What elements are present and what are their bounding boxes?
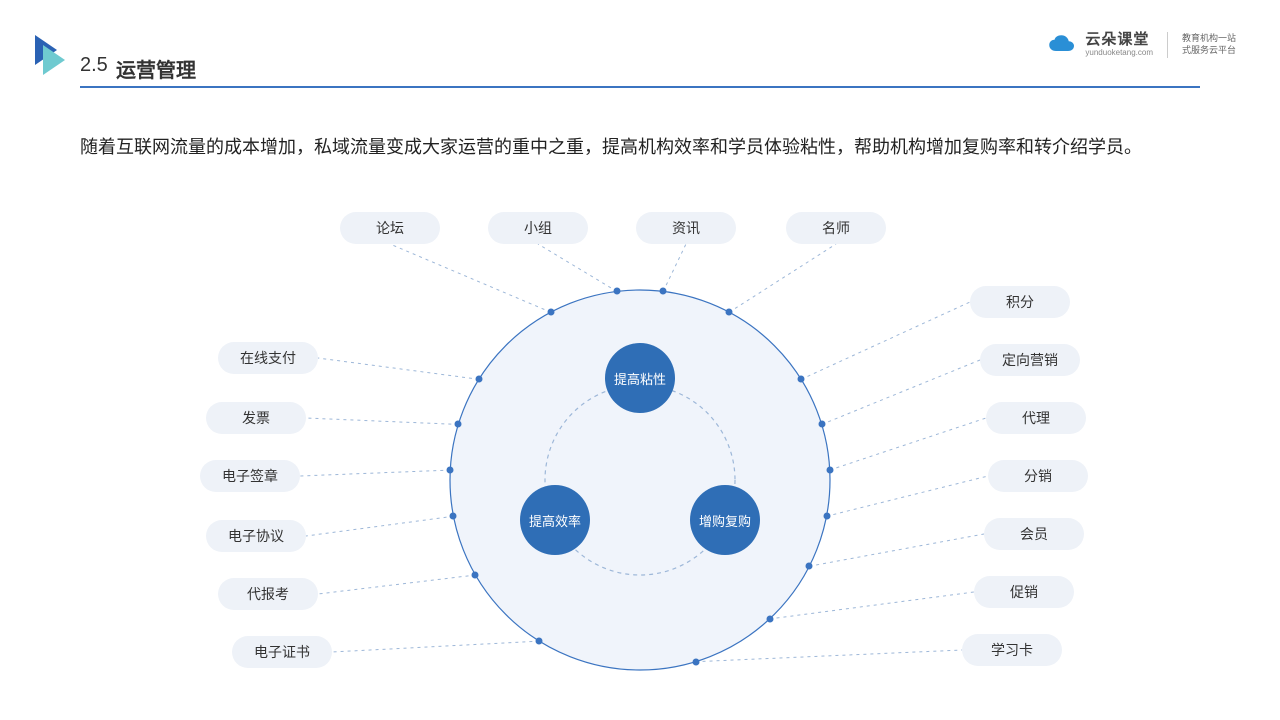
anchor-dot-3 <box>726 309 733 316</box>
core-node-2: 增购复购 <box>690 485 760 555</box>
left-pill-0: 在线支付 <box>218 342 318 374</box>
anchor-dot-0 <box>547 309 554 316</box>
anchor-dot-15 <box>472 572 479 579</box>
right-pill-5: 促销 <box>974 576 1074 608</box>
core-node-0: 提高粘性 <box>605 343 675 413</box>
left-pill-2: 电子签章 <box>200 460 300 492</box>
left-pill-3: 电子协议 <box>206 520 306 552</box>
diagram-canvas: 提高粘性提高效率 增购复购 论坛 小组 资讯 名师 在线支付发票电子签章电子协议代报考电… <box>0 0 1280 720</box>
anchor-dot-10 <box>692 658 699 665</box>
left-pill-1: 发票 <box>206 402 306 434</box>
anchor-dot-14 <box>450 513 457 520</box>
anchor-dot-2 <box>660 288 667 295</box>
left-pill-4: 代报考 <box>218 578 318 610</box>
top-pill-0: 论坛 <box>340 212 440 244</box>
anchor-dot-8 <box>806 563 813 570</box>
anchor-dot-6 <box>826 467 833 474</box>
anchor-dot-12 <box>455 421 462 428</box>
anchor-dot-9 <box>766 615 773 622</box>
left-pill-5: 电子证书 <box>232 636 332 668</box>
anchor-dot-11 <box>475 376 482 383</box>
right-pill-0: 积分 <box>970 286 1070 318</box>
right-pill-6: 学习卡 <box>962 634 1062 666</box>
anchor-dot-16 <box>536 638 543 645</box>
right-pill-3: 分销 <box>988 460 1088 492</box>
right-pill-1: 定向营销 <box>980 344 1080 376</box>
top-pill-2: 资讯 <box>636 212 736 244</box>
anchor-dot-7 <box>823 513 830 520</box>
core-node-1: 提高效率 <box>520 485 590 555</box>
top-pill-3: 名师 <box>786 212 886 244</box>
top-pill-1: 小组 <box>488 212 588 244</box>
anchor-dot-4 <box>798 376 805 383</box>
anchor-dot-1 <box>613 288 620 295</box>
anchor-dot-13 <box>447 467 454 474</box>
right-pill-4: 会员 <box>984 518 1084 550</box>
right-pill-2: 代理 <box>986 402 1086 434</box>
anchor-dot-5 <box>818 421 825 428</box>
